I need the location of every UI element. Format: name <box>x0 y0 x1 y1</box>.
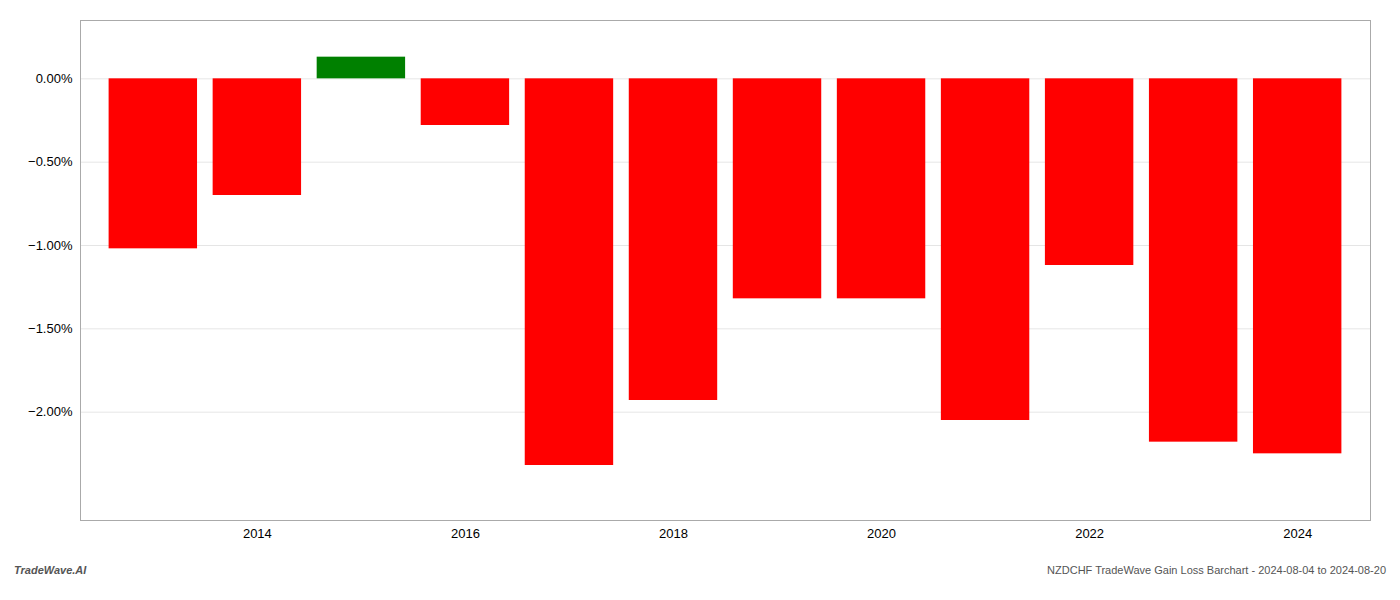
html-text:NZDCHF TradeWave Gain Loss Bar: NZDCHF TradeWave Gain Loss Barchart - 20… <box>1047 564 1386 576</box>
svg-text:−0.50%: −0.50% <box>28 154 73 169</box>
svg-text:2014: 2014 <box>243 526 272 541</box>
svg-text:2024: 2024 <box>1283 526 1312 541</box>
svg-text:−1.00%: −1.00% <box>28 238 73 253</box>
svg-text:2016: 2016 <box>451 526 480 541</box>
html-text:TradeWave.AI: TradeWave.AI <box>14 564 87 576</box>
svg-text:2020: 2020 <box>867 526 896 541</box>
svg-text:−2.00%: −2.00% <box>28 404 73 419</box>
svg-text:0.00%: 0.00% <box>36 71 73 86</box>
svg-text:−1.50%: −1.50% <box>28 321 73 336</box>
svg-text:2018: 2018 <box>659 526 688 541</box>
svg-text:2022: 2022 <box>1075 526 1104 541</box>
